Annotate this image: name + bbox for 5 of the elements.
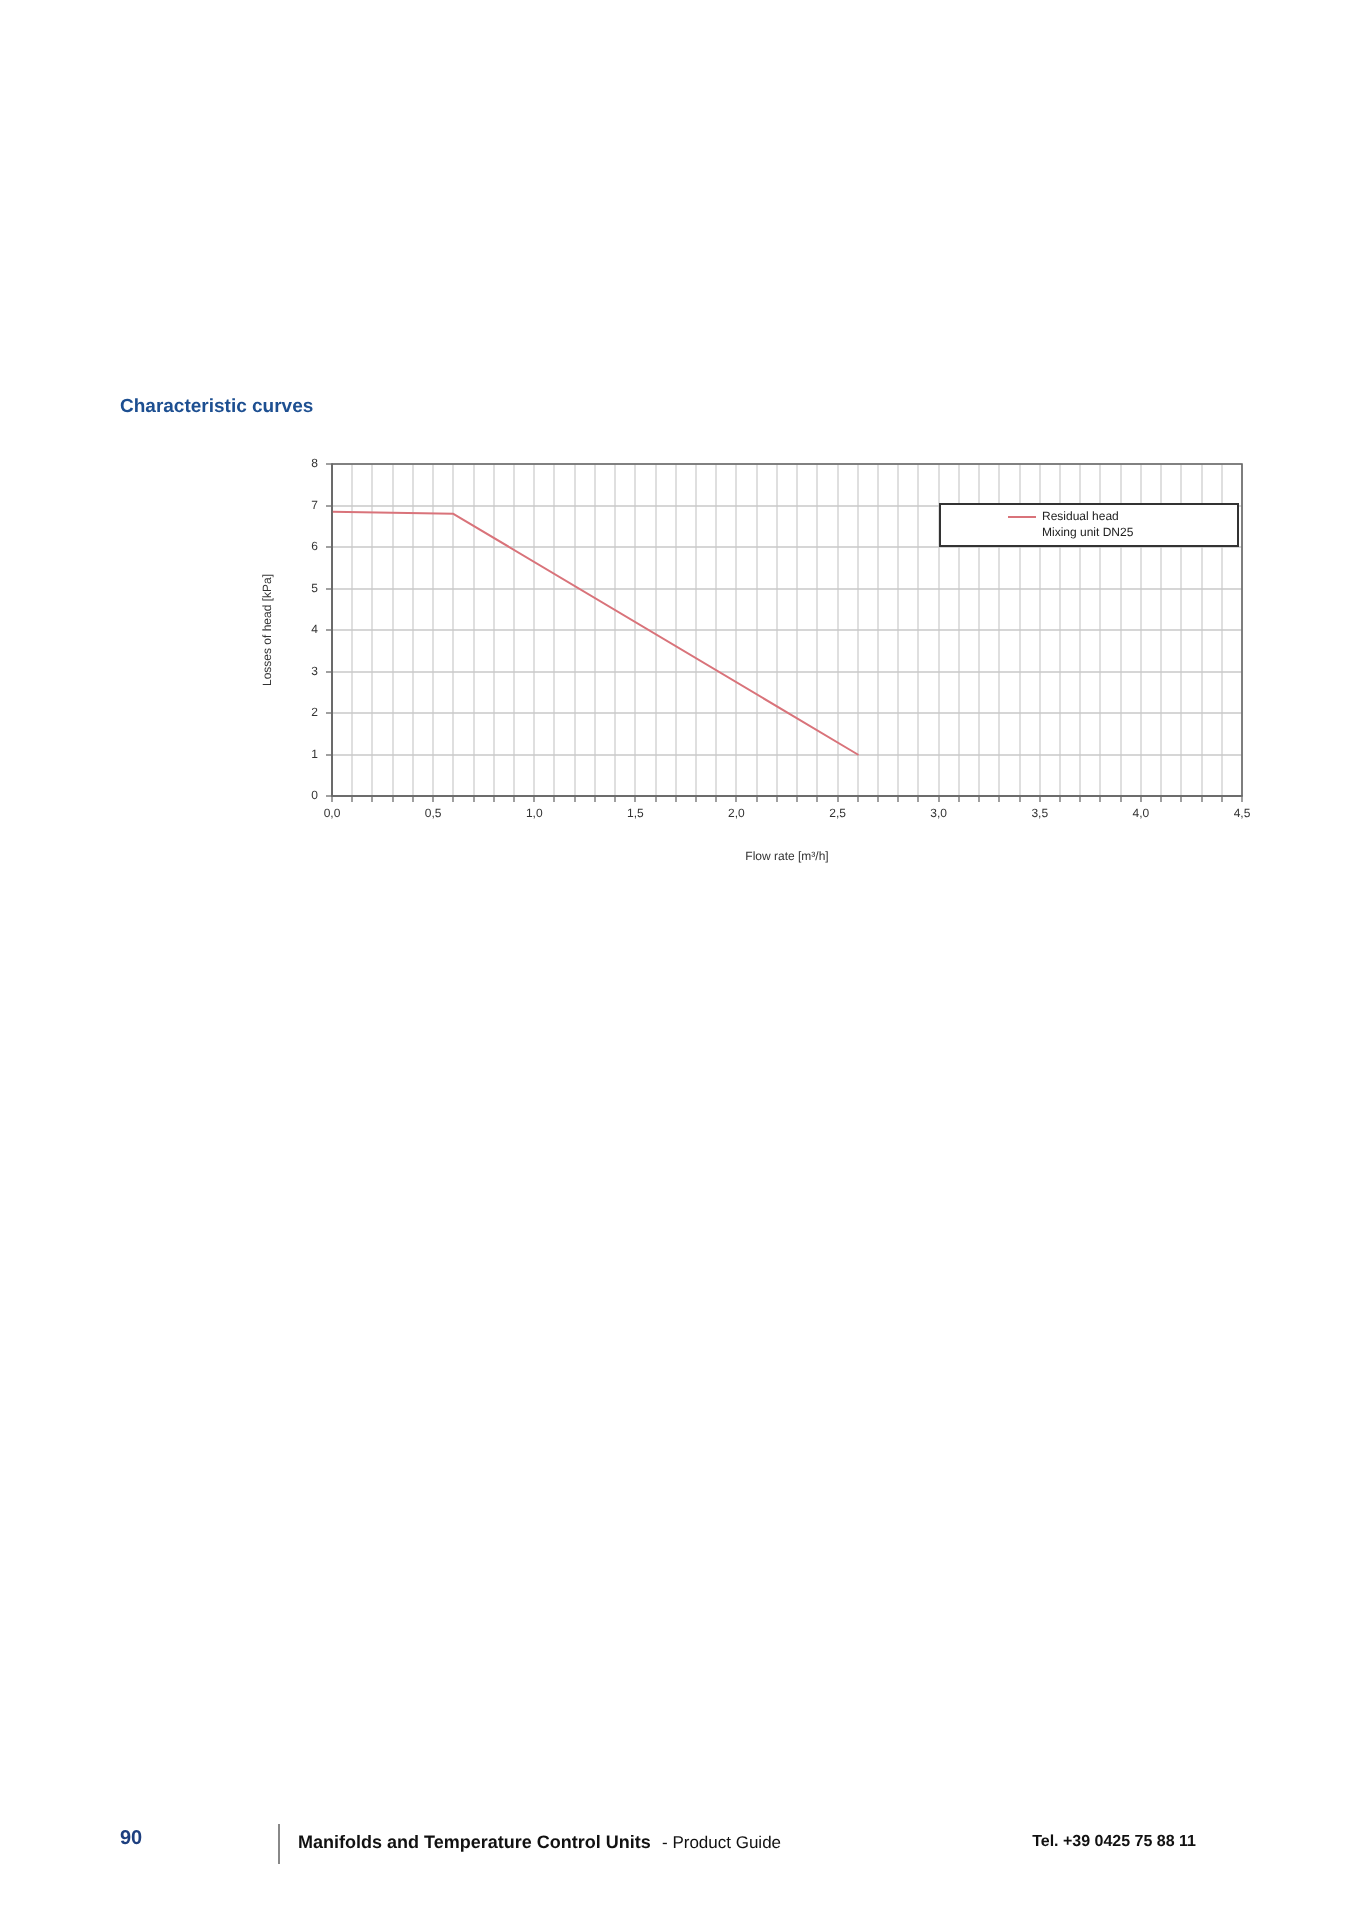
text: Manifolds and Temperature Control Units: [298, 1832, 651, 1852]
text: - Product Guide: [662, 1832, 782, 1852]
text: Tel. +39 0425 75 88 11: [1032, 1832, 1196, 1852]
chart-title: Characteristic curves: [120, 396, 314, 418]
text: 90: [120, 1828, 143, 1850]
